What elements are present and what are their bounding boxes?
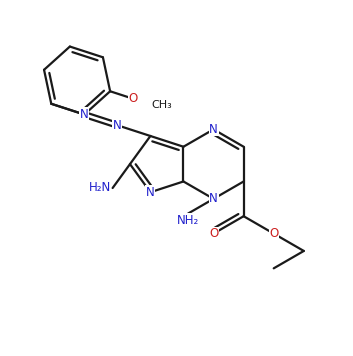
Text: CH₃: CH₃ (151, 100, 172, 110)
Text: N: N (146, 186, 155, 199)
Text: N: N (113, 119, 122, 132)
Text: O: O (209, 227, 218, 240)
Text: H₂N: H₂N (89, 182, 111, 194)
Text: O: O (128, 92, 138, 105)
Text: O: O (269, 227, 279, 240)
Text: N: N (209, 123, 218, 136)
Text: N: N (80, 108, 89, 121)
Text: NH₂: NH₂ (177, 214, 199, 227)
Text: N: N (209, 192, 218, 205)
